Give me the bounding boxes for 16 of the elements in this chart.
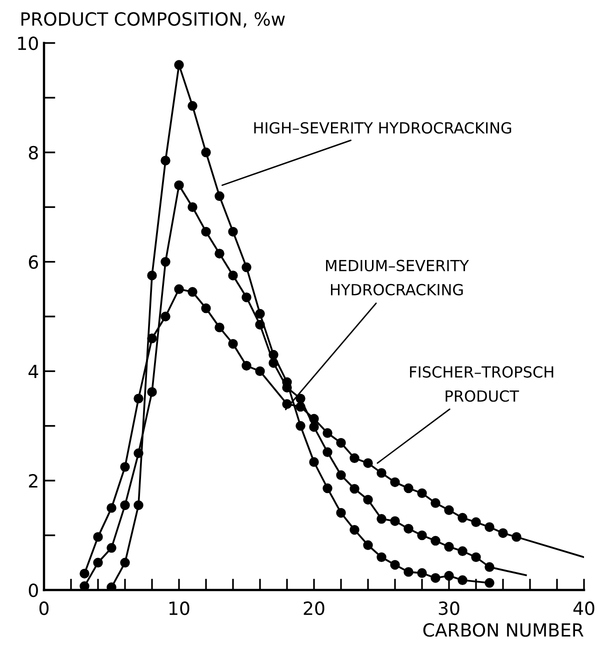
y-tick-label: 8 — [28, 146, 38, 160]
y-tick-label: 6 — [28, 255, 38, 269]
annotation: MEDIUM–SEVERITY HYDROCRACKING — [326, 260, 469, 296]
y-axis-title: PRODUCT COMPOSITION, %w — [21, 12, 285, 28]
x-tick-label: 40 — [573, 601, 594, 616]
x-axis-title: CARBON NUMBER — [423, 623, 584, 637]
annotation: HIGH–SEVERITY HYDROCRACKING — [254, 122, 512, 134]
y-tick-label: 2 — [28, 474, 38, 488]
annotation: FISCHER–TROPSCH PRODUCT — [410, 366, 554, 402]
y-tick-label: 0 — [28, 583, 38, 598]
x-tick-label: 10 — [169, 601, 190, 616]
x-tick-label: 20 — [304, 601, 324, 616]
y-tick-label: 4 — [28, 364, 38, 378]
x-tick-label: 0 — [39, 601, 49, 616]
x-tick-label: 30 — [438, 601, 460, 616]
y-tick-label: 10 — [18, 36, 38, 50]
